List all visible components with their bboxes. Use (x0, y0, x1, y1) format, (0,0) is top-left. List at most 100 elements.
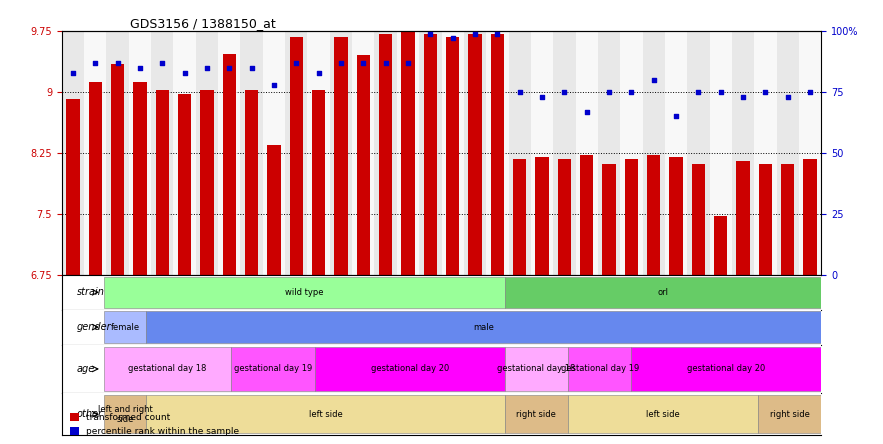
Bar (758, 396, 821, 433)
Text: wild type: wild type (285, 288, 324, 297)
Point (646, 76, 660, 83)
Bar (754, 31, 776, 275)
Text: gestational day 18: gestational day 18 (497, 365, 576, 373)
Bar (200, 91, 214, 275)
Bar (568, 347, 631, 391)
Point (200, 64, 214, 71)
Point (713, 88, 728, 95)
Bar (669, 157, 683, 275)
Bar (424, 33, 437, 275)
Bar (531, 31, 553, 275)
Bar (230, 347, 315, 391)
Point (803, 88, 817, 95)
Point (245, 64, 259, 71)
Bar (62, 31, 84, 275)
Text: gestational day 20: gestational day 20 (371, 365, 449, 373)
Bar (758, 163, 772, 275)
Bar (133, 82, 147, 275)
Point (334, 59, 348, 66)
Bar (442, 31, 464, 275)
Bar (687, 31, 710, 275)
Bar (468, 33, 482, 275)
Point (602, 88, 616, 95)
Point (88, 59, 102, 66)
Point (468, 30, 482, 37)
Point (177, 69, 192, 76)
Point (579, 108, 593, 115)
Point (133, 64, 147, 71)
Text: gestational day 19: gestational day 19 (561, 365, 638, 373)
Bar (357, 55, 370, 275)
Point (669, 113, 683, 120)
Bar (218, 31, 240, 275)
Bar (781, 163, 795, 275)
Bar (147, 312, 821, 343)
Bar (598, 31, 620, 275)
Text: gestational day 20: gestational day 20 (687, 365, 766, 373)
Bar (104, 312, 147, 343)
Bar (223, 54, 236, 275)
Point (356, 59, 370, 66)
Point (535, 93, 549, 100)
Bar (736, 161, 750, 275)
Bar (580, 155, 593, 275)
Bar (620, 31, 643, 275)
Bar (155, 91, 169, 275)
Bar (307, 31, 330, 275)
Bar (196, 31, 218, 275)
Bar (268, 145, 281, 275)
Point (513, 88, 527, 95)
Bar (624, 159, 638, 275)
Text: gestational day 19: gestational day 19 (234, 365, 312, 373)
Point (758, 88, 773, 95)
Bar (464, 31, 487, 275)
Text: left and right
side: left and right side (98, 404, 153, 424)
Text: left side: left side (646, 410, 680, 419)
Point (223, 64, 237, 71)
Text: strain: strain (77, 287, 104, 297)
Point (423, 30, 437, 37)
Point (66, 69, 80, 76)
Bar (535, 157, 548, 275)
Bar (513, 159, 526, 275)
Bar (104, 347, 230, 391)
Point (736, 93, 750, 100)
Bar (330, 31, 352, 275)
Bar (505, 347, 568, 391)
Bar (315, 347, 505, 391)
Bar (602, 163, 615, 275)
Point (155, 59, 170, 66)
Bar (505, 396, 568, 433)
Bar (446, 37, 459, 275)
Text: left side: left side (309, 410, 343, 419)
Bar (487, 31, 509, 275)
Bar (643, 31, 665, 275)
Point (290, 59, 304, 66)
Text: gestational day 18: gestational day 18 (128, 365, 207, 373)
Bar (631, 347, 821, 391)
Text: gender: gender (77, 322, 111, 332)
Text: right side: right side (517, 410, 556, 419)
Legend: transformed count, percentile rank within the sample: transformed count, percentile rank withi… (66, 409, 243, 440)
Point (401, 59, 415, 66)
Point (490, 30, 504, 37)
Text: age: age (77, 364, 94, 374)
Bar (509, 31, 531, 275)
Bar (111, 63, 125, 275)
Text: right side: right side (770, 410, 810, 419)
Text: GDS3156 / 1388150_at: GDS3156 / 1388150_at (130, 17, 275, 30)
Bar (710, 31, 732, 275)
Bar (401, 32, 415, 275)
Bar (84, 31, 107, 275)
Bar (151, 31, 173, 275)
Bar (104, 277, 505, 308)
Bar (732, 31, 754, 275)
Bar (147, 396, 505, 433)
Bar (396, 31, 419, 275)
Bar (178, 95, 192, 275)
Bar (290, 37, 303, 275)
Point (267, 81, 281, 88)
Text: female: female (110, 323, 140, 332)
Bar (419, 31, 442, 275)
Point (446, 35, 460, 42)
